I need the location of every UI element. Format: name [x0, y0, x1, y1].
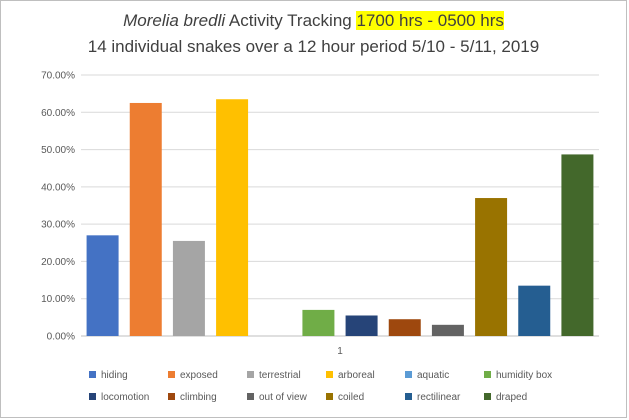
legend-label-hiding: hiding — [101, 370, 128, 381]
title-rest: Activity Tracking — [225, 11, 357, 30]
bar-arboreal — [216, 99, 249, 336]
title-species: Morelia bredli — [123, 11, 226, 30]
legend-swatch-terrestrial — [247, 371, 254, 378]
legend-swatch-aquatic — [405, 371, 412, 378]
x-category-label: 1 — [337, 346, 343, 357]
title-highlighted-time: 1700 hrs - 0500 hrs — [356, 11, 504, 30]
legend-swatch-draped — [484, 393, 491, 400]
bar-rectilinear — [518, 285, 551, 336]
y-tick-label: 30.00% — [41, 220, 75, 231]
legend-label-humidity-box: humidity box — [496, 370, 552, 381]
legend-swatch-hiding — [89, 371, 96, 378]
legend-label-out-of-view: out of view — [259, 392, 308, 403]
legend-swatch-out-of-view — [247, 393, 254, 400]
legend-swatch-climbing — [168, 393, 175, 400]
y-tick-label: 40.00% — [41, 182, 75, 193]
bar-out-of-view — [431, 324, 464, 336]
y-tick-label: 0.00% — [47, 332, 75, 343]
y-tick-label: 10.00% — [41, 294, 75, 305]
chart-subtitle: 14 individual snakes over a 12 hour peri… — [87, 37, 540, 56]
y-tick-label: 20.00% — [41, 257, 75, 268]
legend-label-rectilinear: rectilinear — [417, 392, 461, 403]
legend-label-terrestrial: terrestrial — [259, 370, 301, 381]
y-tick-label: 50.00% — [41, 145, 75, 156]
bar-locomotion — [345, 315, 378, 336]
bar-draped — [561, 154, 594, 336]
legend-label-aquatic: aquatic — [417, 370, 449, 381]
legend-label-climbing: climbing — [180, 392, 217, 403]
bar-exposed — [129, 102, 162, 336]
chart-title: Morelia bredli Activity Tracking 1700 hr… — [1, 11, 626, 31]
bar-humidity-box — [302, 309, 335, 336]
legend-swatch-locomotion — [89, 393, 96, 400]
bar-climbing — [388, 319, 421, 336]
legend-label-coiled: coiled — [338, 392, 364, 403]
y-tick-label: 60.00% — [41, 108, 75, 119]
legend-label-draped: draped — [496, 392, 527, 403]
legend-swatch-arboreal — [326, 371, 333, 378]
legend-label-arboreal: arboreal — [338, 370, 375, 381]
legend-swatch-humidity-box — [484, 371, 491, 378]
legend-swatch-exposed — [168, 371, 175, 378]
legend-swatch-rectilinear — [405, 393, 412, 400]
y-tick-label: 70.00% — [41, 71, 75, 82]
bar-coiled — [475, 198, 508, 336]
bar-hiding — [86, 235, 119, 336]
legend-label-exposed: exposed — [180, 370, 218, 381]
legend-label-locomotion: locomotion — [101, 392, 149, 403]
legend-swatch-coiled — [326, 393, 333, 400]
bar-terrestrial — [172, 240, 205, 336]
